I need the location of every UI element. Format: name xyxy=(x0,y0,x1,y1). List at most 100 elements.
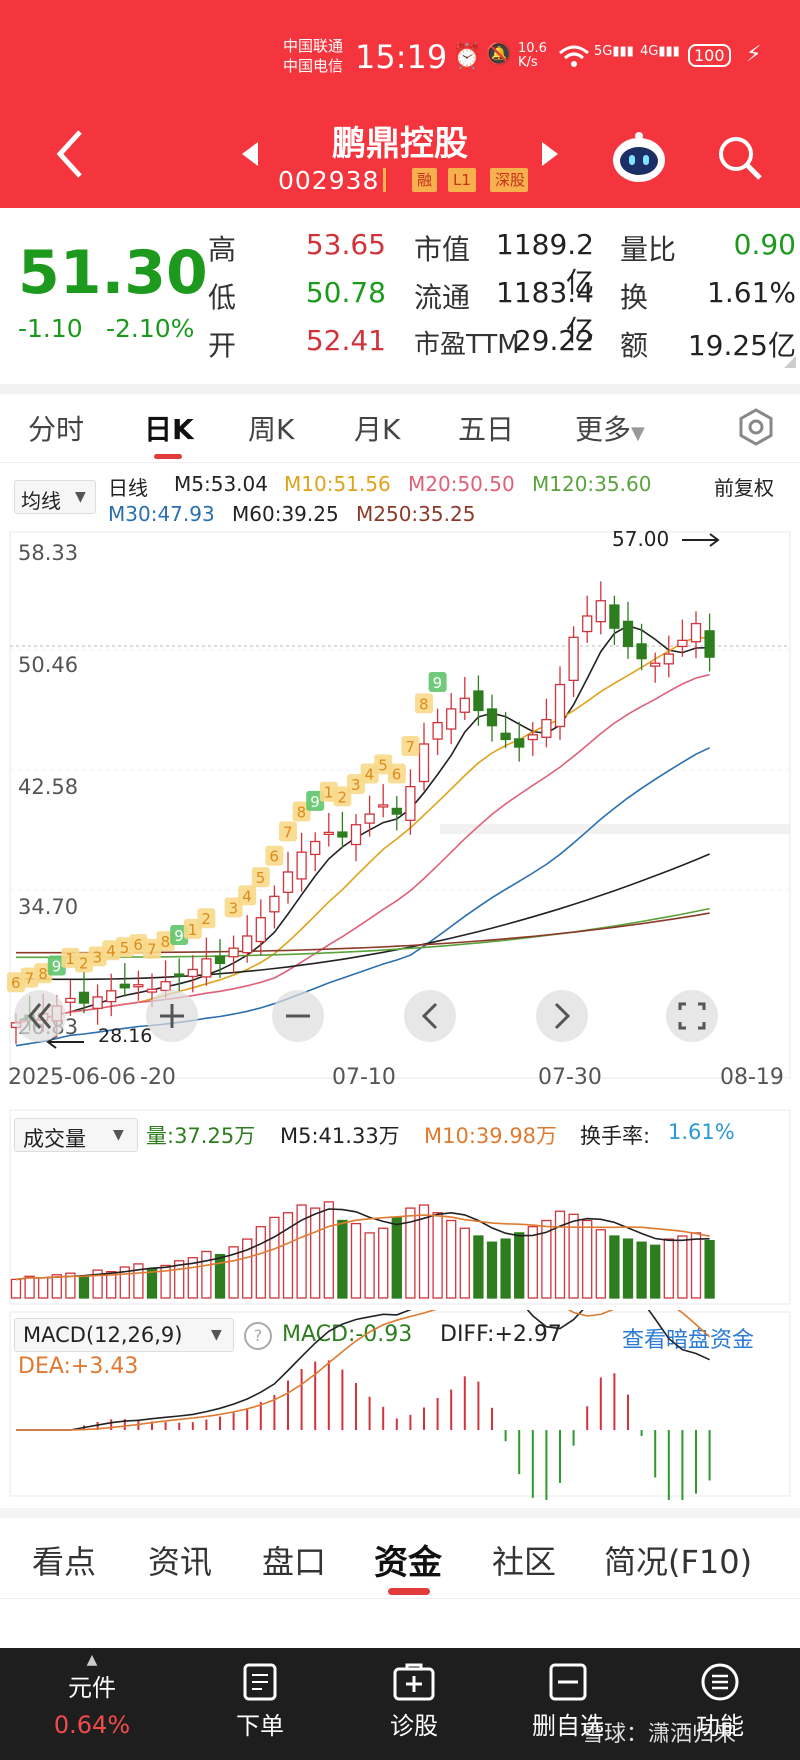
ma30-line xyxy=(15,747,710,1047)
volume-bar xyxy=(663,1238,674,1299)
nav-order[interactable]: 下单 xyxy=(200,1662,320,1741)
td-badge-bg xyxy=(374,754,393,775)
alarm-icon: ⏰ xyxy=(452,42,482,70)
chevron-down-icon: ▼ xyxy=(75,489,86,505)
dark-pool-link[interactable]: 查看暗盘资金 xyxy=(622,1328,755,1353)
tab-news[interactable]: 资讯 xyxy=(148,1543,213,1581)
nav-component[interactable]: ▲ 元件 0.64% xyxy=(32,1652,152,1739)
candle-body xyxy=(350,824,362,846)
td-badge: 9 xyxy=(306,790,325,811)
tab-funds[interactable]: 资金 xyxy=(374,1543,442,1583)
back-arrow-icon[interactable] xyxy=(52,128,88,180)
volume-bars xyxy=(10,1201,715,1299)
volume-bar xyxy=(296,1204,307,1299)
open-label: 开 xyxy=(208,329,237,362)
signal-4g-icon: 4G▮▮▮ xyxy=(640,44,680,59)
td-badge: 4 xyxy=(360,763,379,784)
price-change: -1.10 xyxy=(18,314,83,343)
low-marker: 28.16 xyxy=(98,1025,152,1047)
td-badge: 5 xyxy=(251,867,270,888)
status-time: 15:19 xyxy=(355,38,448,76)
double-chevron-left-icon xyxy=(28,1003,52,1029)
help-icon[interactable]: ? xyxy=(244,1322,272,1350)
tab-f10[interactable]: 简况(F10) xyxy=(604,1543,753,1581)
candle-body xyxy=(160,981,171,992)
volume-bar xyxy=(473,1235,484,1299)
divider xyxy=(0,1508,800,1518)
volume-bar xyxy=(323,1201,334,1299)
prev-stock-icon[interactable] xyxy=(240,140,260,168)
volume-bar xyxy=(242,1238,253,1299)
td-badge-label: 2 xyxy=(337,788,347,806)
robot-assistant-icon[interactable] xyxy=(610,132,668,184)
search-icon[interactable] xyxy=(716,134,764,182)
td-badge-bg xyxy=(20,967,39,988)
tab-highlights[interactable]: 看点 xyxy=(32,1543,97,1581)
next-stock-icon[interactable] xyxy=(540,140,560,168)
volume-bar xyxy=(350,1222,362,1299)
candle-body xyxy=(622,620,634,648)
nav-functions[interactable]: 功能 xyxy=(660,1662,780,1741)
td-badge: 9 xyxy=(47,955,66,976)
nav-order-label: 下单 xyxy=(236,1712,284,1740)
adjust-mode[interactable]: 前复权 xyxy=(714,476,774,500)
tab-intraday[interactable]: 分时 xyxy=(28,413,85,446)
tab-monthly-k[interactable]: 月K xyxy=(354,413,401,446)
tab-five-day[interactable]: 五日 xyxy=(458,413,515,446)
candle-body xyxy=(255,917,266,943)
macd-lines xyxy=(16,1310,711,1431)
tab-more[interactable]: 更多▼ xyxy=(575,408,645,448)
x-label-5: 08-19 xyxy=(720,1065,784,1090)
high-label: 高 xyxy=(208,233,237,266)
candle-body xyxy=(65,997,76,1003)
tab-community[interactable]: 社区 xyxy=(492,1543,557,1581)
td-badge: 5 xyxy=(115,937,134,958)
volume-bar xyxy=(595,1229,606,1299)
td-badge: 5 xyxy=(374,754,393,775)
volume-selector[interactable]: 成交量 ▼ xyxy=(14,1118,138,1152)
nav-remove-watch[interactable]: 删自选 xyxy=(508,1662,628,1741)
macd-selector[interactable]: MACD(12,26,9) ▼ xyxy=(14,1318,234,1352)
candle-body xyxy=(459,697,470,713)
candle-body xyxy=(391,807,402,815)
nav-functions-label: 功能 xyxy=(696,1712,744,1740)
volume-bar xyxy=(459,1227,470,1299)
td-badge-bg xyxy=(7,972,25,993)
ma-selector[interactable]: 均线 ▼ xyxy=(14,480,96,514)
tab-orderbook[interactable]: 盘口 xyxy=(262,1543,327,1581)
settings-icon[interactable] xyxy=(737,408,775,446)
turnover-label: 换 xyxy=(620,281,649,314)
volume-bar xyxy=(337,1219,348,1299)
nav-diagnose[interactable]: 诊股 xyxy=(354,1662,474,1741)
candle-body xyxy=(568,636,579,681)
volume-bar xyxy=(24,1275,35,1299)
stock-code: 002938 xyxy=(278,166,380,195)
high-marker: 57.00 xyxy=(612,530,669,551)
td-badge-bg xyxy=(88,946,107,967)
volume-bar xyxy=(255,1226,266,1299)
td-badge-bg xyxy=(183,918,202,939)
tab-daily-k[interactable]: 日K xyxy=(144,413,194,446)
x-label-2: -20 xyxy=(140,1065,176,1090)
net-speed: 10.6 K/s xyxy=(518,41,547,70)
td-badge: 7 xyxy=(401,736,420,757)
fullscreen-icon xyxy=(678,1002,706,1030)
td-badge-bg xyxy=(115,937,134,958)
pe-label: 市盈TTM xyxy=(414,330,520,360)
td-badge: 7 xyxy=(143,938,161,959)
candle-body xyxy=(418,743,430,783)
volume-m10: M10:39.98万 xyxy=(424,1124,558,1148)
td-badge-label: 3 xyxy=(351,776,361,794)
tag-l1: L1 xyxy=(448,168,476,192)
tab-weekly-k[interactable]: 周K xyxy=(248,413,295,446)
ma60-line xyxy=(15,853,710,981)
x-label-1: 2025-06-06 xyxy=(8,1065,136,1090)
volume-bar xyxy=(119,1266,130,1299)
expand-corner-icon[interactable] xyxy=(782,354,798,370)
carrier-1: 中国联通 xyxy=(283,37,344,55)
candlestick-chart[interactable]: 58.33 50.46 42.58 34.70 26.83 6789123456… xyxy=(0,530,800,1100)
volume-bar xyxy=(554,1210,566,1299)
candle-body xyxy=(486,708,498,727)
y-label-3: 42.58 xyxy=(18,775,78,799)
order-icon xyxy=(243,1663,277,1701)
